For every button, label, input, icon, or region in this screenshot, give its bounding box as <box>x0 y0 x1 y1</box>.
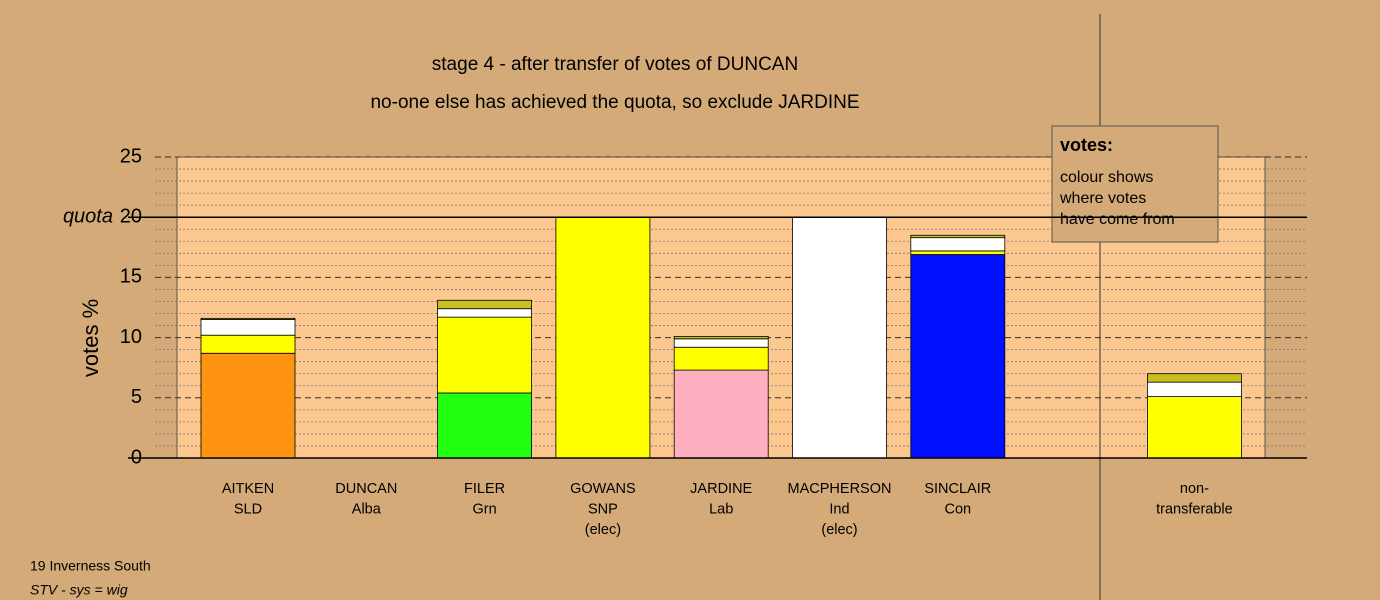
x-tick-label: Lab <box>709 501 733 517</box>
legend-box <box>1051 125 1219 243</box>
y-tick-label: 5 <box>131 386 142 408</box>
legend-text: where votes <box>1059 190 1146 207</box>
x-tick-label: (elec) <box>585 522 621 538</box>
x-tick-label: non- <box>1180 481 1209 497</box>
bar-segment <box>437 308 533 318</box>
bar-segment <box>200 319 296 336</box>
chart-subtitle: no-one else has achieved the quota, so e… <box>370 92 859 113</box>
bar-segment <box>437 316 533 394</box>
legend-text: colour shows <box>1060 169 1153 186</box>
x-tick-label: (elec) <box>821 522 857 538</box>
x-tick-label: Alba <box>352 501 382 517</box>
legend: votes: colour shows where votes have com… <box>1051 125 1219 243</box>
y-tick-label: 15 <box>120 266 142 288</box>
bar-segment <box>910 234 1006 239</box>
bar-segment <box>673 369 769 459</box>
bar-segment <box>1147 373 1242 383</box>
x-tick-label: FILER <box>464 481 505 497</box>
y-tick-label: 10 <box>120 326 142 348</box>
x-tick-label: MACPHERSON <box>788 481 892 497</box>
bar-segment <box>1147 396 1242 459</box>
y-tick-label: 25 <box>120 145 142 167</box>
x-tick-label: SINCLAIR <box>924 481 991 497</box>
y-axis-label: votes % <box>78 299 103 377</box>
bar-segment <box>200 317 296 320</box>
bar-segment <box>200 334 296 354</box>
bar-segment <box>437 392 533 459</box>
x-tick-label: DUNCAN <box>335 481 397 497</box>
x-tick-label: Con <box>944 501 971 517</box>
bar-segment <box>1147 381 1242 397</box>
x-tick-label: JARDINE <box>690 481 752 497</box>
x-tick-label: Ind <box>829 501 849 517</box>
note: STV - sys = wig <box>30 582 128 598</box>
legend-text: have come from <box>1060 211 1175 228</box>
bar-segment <box>437 299 533 310</box>
quota-label: quota <box>63 205 113 227</box>
bar-segment <box>555 216 651 459</box>
bar-segment <box>792 216 887 459</box>
chart-title: stage 4 - after transfer of votes of DUN… <box>432 54 798 75</box>
note: 19 Inverness South <box>30 558 151 574</box>
x-tick-label: GOWANS <box>570 481 636 497</box>
x-tick-label: Grn <box>473 501 497 517</box>
bar-segment <box>910 254 1006 459</box>
x-tick-label: SLD <box>234 501 262 517</box>
bar-segment <box>910 250 1006 255</box>
x-tick-label: AITKEN <box>222 481 274 497</box>
x-tick-label: transferable <box>1156 501 1233 517</box>
x-tick-label: SNP <box>588 501 618 517</box>
bar-segment <box>673 335 769 340</box>
bar-segment <box>673 338 769 348</box>
bar-segment <box>910 237 1006 252</box>
bar-segment <box>673 346 769 371</box>
legend-title: votes: <box>1060 135 1113 155</box>
bar-segment <box>200 352 296 459</box>
